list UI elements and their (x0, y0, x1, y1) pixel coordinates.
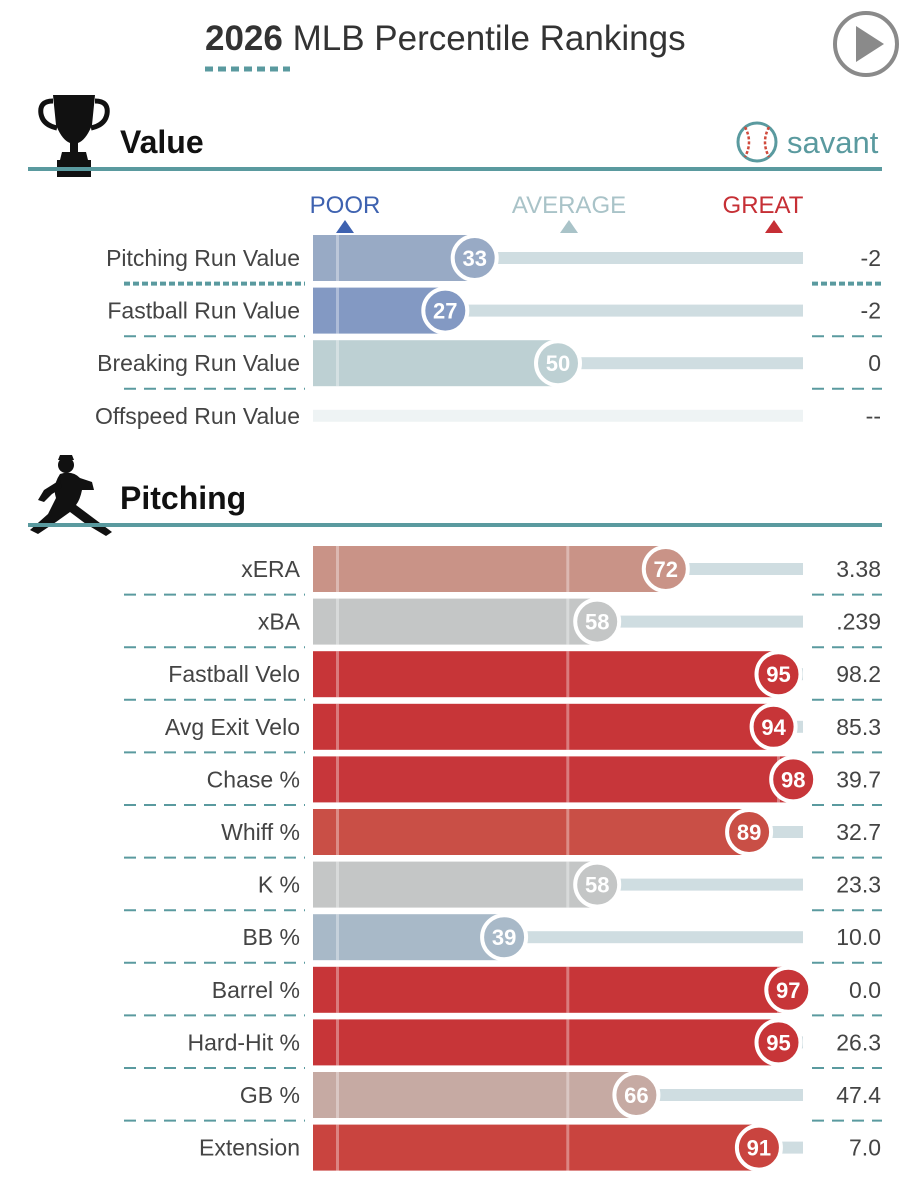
percentile-marker (725, 808, 774, 856)
scale-poor-label: POOR (310, 192, 381, 219)
metric-value: 85.3 (836, 714, 881, 740)
percentile-marker (749, 702, 798, 751)
percentile-marker (573, 597, 622, 646)
metric-value: -- (866, 403, 881, 429)
percentile-marker (573, 860, 622, 909)
metric-label: xERA (241, 556, 300, 582)
percentile-bar (313, 966, 789, 1013)
metric-value: 32.7 (836, 819, 881, 845)
percentile-label: 91 (747, 1136, 771, 1161)
metric-label: Fastball Velo (168, 661, 300, 687)
percentile-bar (313, 914, 505, 961)
percentile-marker (450, 234, 499, 282)
metric-value: -2 (861, 245, 881, 271)
percentile-bar (313, 809, 750, 855)
metric-label: Avg Exit Velo (165, 714, 300, 740)
metric-label: Pitching Run Value (106, 245, 300, 271)
percentile-bar (313, 703, 774, 750)
metric-value: 98.2 (836, 661, 881, 687)
percentile-bar (313, 651, 779, 698)
metric-label: BB % (242, 924, 300, 950)
percentile-marker (641, 545, 690, 593)
percentile-bar (313, 1019, 779, 1066)
page-title: 2026 MLB Percentile Rankings (205, 19, 686, 58)
savant-logo: savant (736, 121, 879, 163)
percentile-label: 97 (776, 978, 800, 1003)
metric-value: 10.0 (836, 924, 881, 950)
poor-triangle-icon (336, 220, 354, 233)
metric-value: .239 (836, 609, 881, 635)
metric-value: 3.38 (836, 556, 881, 582)
trophy-icon (38, 95, 110, 177)
percentile-bar (313, 1124, 759, 1171)
percentile-bar (313, 546, 666, 592)
percentile-marker (754, 650, 803, 699)
metric-label: Breaking Run Value (97, 350, 300, 376)
scale-labels: POOR AVERAGE GREAT (310, 192, 804, 233)
metric-label: K % (258, 872, 300, 898)
metric-value: -2 (861, 298, 881, 324)
percentile-bar (313, 235, 475, 281)
section-title-pitching: Pitching (120, 480, 246, 516)
metric-label: Hard-Hit % (188, 1029, 300, 1055)
percentile-marker (754, 1018, 803, 1067)
scale-average-label: AVERAGE (512, 192, 626, 219)
metric-label: GB % (240, 1082, 300, 1108)
percentile-bar (313, 1072, 637, 1118)
percentile-marker (764, 965, 813, 1014)
title-rest: MLB Percentile Rankings (283, 19, 686, 58)
percentile-label: 58 (585, 610, 609, 635)
metric-label: Whiff % (221, 819, 300, 845)
pitcher-icon (30, 455, 112, 536)
play-button[interactable] (833, 11, 899, 77)
metric-label: Barrel % (212, 977, 300, 1003)
percentile-label: 39 (492, 925, 516, 950)
metric-value: 0.0 (849, 977, 881, 1003)
percentile-marker (734, 1123, 783, 1172)
metric-value: 26.3 (836, 1029, 881, 1055)
metric-value: 39.7 (836, 766, 881, 792)
percentile-bar (313, 756, 794, 803)
percentile-marker (421, 286, 470, 335)
metric-value: 0 (868, 350, 881, 376)
metric-label: Extension (199, 1135, 300, 1161)
average-triangle-icon (560, 220, 578, 233)
chart-rows: 33 Pitching Run Value -2 27 Fastball Run Val… (95, 234, 882, 1172)
savant-text: savant (787, 125, 879, 160)
percentile-label: 72 (654, 557, 678, 582)
metric-label: xBA (258, 609, 301, 635)
metric-value: 47.4 (836, 1082, 881, 1108)
metric-value: 23.3 (836, 872, 881, 898)
metric-label: Fastball Run Value (107, 298, 300, 324)
baseball-icon (736, 121, 778, 163)
percentile-marker (769, 755, 818, 804)
percentile-label: 98 (781, 767, 805, 792)
percentile-marker (534, 339, 582, 388)
percentile-label: 89 (737, 820, 761, 845)
percentile-label: 50 (546, 351, 570, 376)
percentile-label: 95 (766, 1030, 790, 1055)
percentile-label: 95 (766, 662, 790, 687)
percentile-marker (612, 1071, 661, 1119)
percentile-label: 33 (462, 246, 486, 271)
percentile-label: 66 (624, 1083, 648, 1108)
percentile-bar (313, 598, 598, 645)
section-title-value: Value (120, 124, 204, 160)
great-triangle-icon (765, 220, 783, 233)
metric-label: Chase % (207, 766, 300, 792)
percentile-marker (480, 913, 529, 962)
percentile-label: 58 (585, 873, 609, 898)
percentile-label: 94 (761, 715, 786, 740)
percentile-bar (313, 340, 558, 387)
metric-label: Offspeed Run Value (95, 403, 300, 429)
scale-great-label: GREAT (723, 192, 804, 219)
percentile-bar (313, 861, 598, 908)
play-icon[interactable] (856, 26, 884, 62)
percentile-label: 27 (433, 299, 457, 324)
metric-value: 7.0 (849, 1135, 881, 1161)
title-year: 2026 (205, 19, 283, 58)
track-empty (313, 409, 803, 422)
